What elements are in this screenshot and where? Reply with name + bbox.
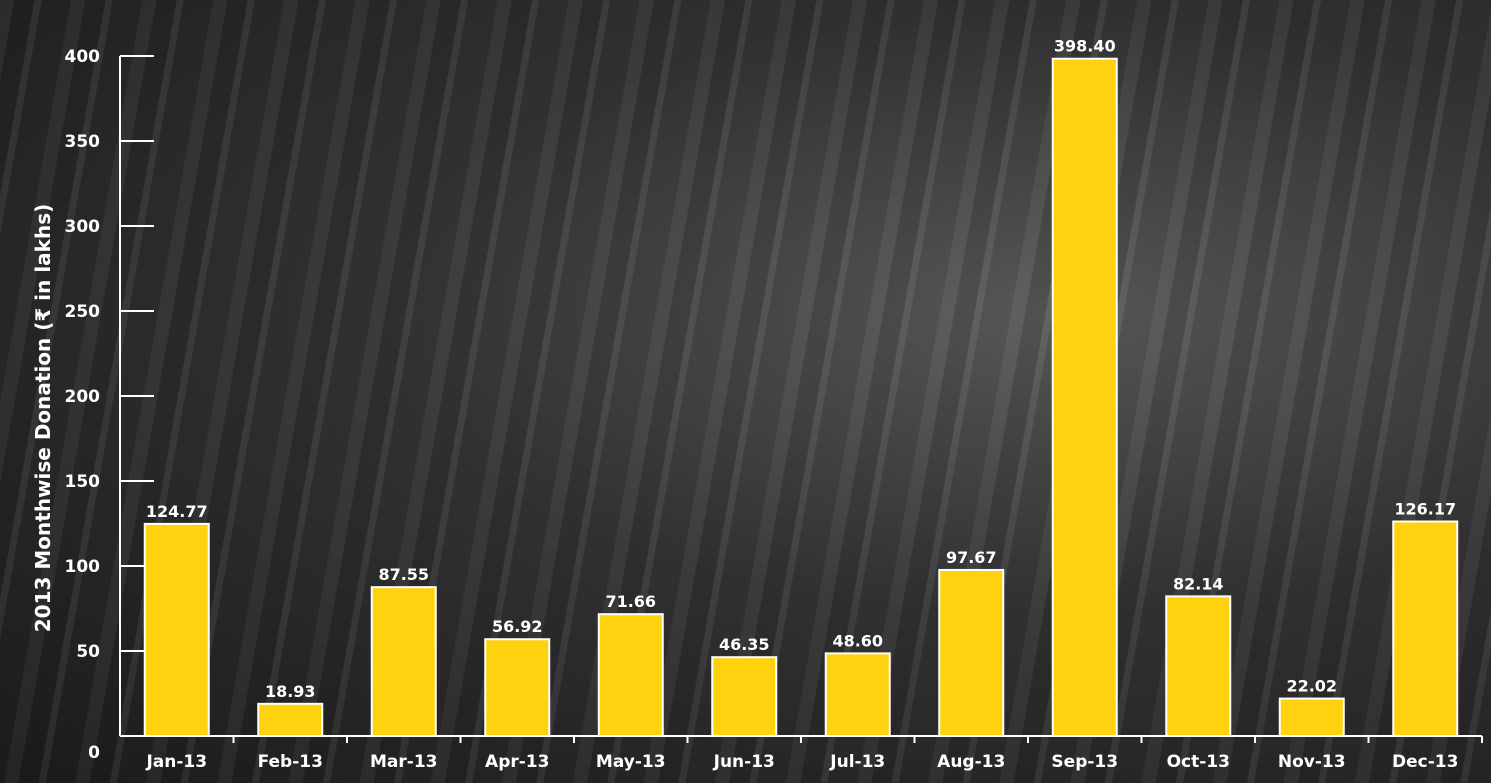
x-tick-label: Mar-13 — [370, 752, 438, 772]
data-label: 126.17 — [1394, 500, 1456, 519]
data-label: 56.92 — [492, 617, 543, 636]
y-tick-label: 100 — [65, 557, 101, 577]
bar-feb-13 — [257, 702, 324, 737]
data-label: 22.02 — [1286, 677, 1337, 696]
x-tick-label: May-13 — [596, 752, 666, 772]
data-labels: 124.77 18.93 87.55 56.92 71.66 46.35 48.60 97.6… — [146, 37, 1456, 701]
y-tick-label: 300 — [65, 217, 101, 237]
y-axis: 0 50 100 150 200 250 300 350 400 — [65, 47, 154, 763]
data-label: 124.77 — [146, 502, 208, 521]
data-label: 48.60 — [832, 631, 883, 650]
x-axis: Jan-13 Feb-13 Mar-13 Apr-13 May-13 Jun-13 Jul-… — [120, 735, 1483, 772]
data-label: 97.67 — [946, 548, 997, 567]
x-tick-label: Dec-13 — [1392, 752, 1458, 772]
x-tick-label: Jul-13 — [829, 752, 885, 772]
bar-may-13 — [597, 613, 664, 737]
x-tick-label: Feb-13 — [258, 752, 323, 772]
data-label: 46.35 — [719, 635, 770, 654]
data-label: 87.55 — [378, 565, 429, 584]
bar-jul-13 — [824, 652, 891, 738]
data-label: 398.40 — [1054, 37, 1116, 56]
bar-sep-13 — [1051, 57, 1118, 738]
y-tick-label: 400 — [65, 47, 101, 67]
y-tick-label: 0 — [88, 743, 100, 763]
x-tick-label: Jan-13 — [145, 752, 207, 772]
y-tick-label: 150 — [65, 472, 101, 492]
y-axis-title: 2013 Monthwise Donation (₹ in lakhs) — [31, 204, 55, 633]
x-tick-label: Aug-13 — [937, 752, 1005, 772]
bar-mar-13 — [370, 586, 437, 737]
bar-jun-13 — [711, 656, 778, 738]
x-tick-label: Nov-13 — [1278, 752, 1346, 772]
x-tick-label: Apr-13 — [485, 752, 549, 772]
x-tick-label: Jun-13 — [713, 752, 775, 772]
bar-dec-13 — [1392, 520, 1459, 737]
x-tick-label: Sep-13 — [1051, 752, 1118, 772]
data-label: 82.14 — [1173, 574, 1224, 593]
bar-jan-13 — [143, 522, 210, 737]
bar-apr-13 — [484, 638, 551, 738]
bars — [143, 57, 1459, 738]
y-tick-label: 200 — [65, 387, 101, 407]
data-label: 71.66 — [605, 592, 656, 611]
x-tick-label: Oct-13 — [1167, 752, 1230, 772]
bar-oct-13 — [1165, 595, 1232, 737]
data-label: 18.93 — [265, 682, 316, 701]
y-tick-label: 50 — [76, 642, 100, 662]
y-tick-label: 350 — [65, 132, 101, 152]
bar-aug-13 — [938, 568, 1005, 737]
bar-nov-13 — [1278, 697, 1345, 737]
y-tick-label: 250 — [65, 302, 101, 322]
